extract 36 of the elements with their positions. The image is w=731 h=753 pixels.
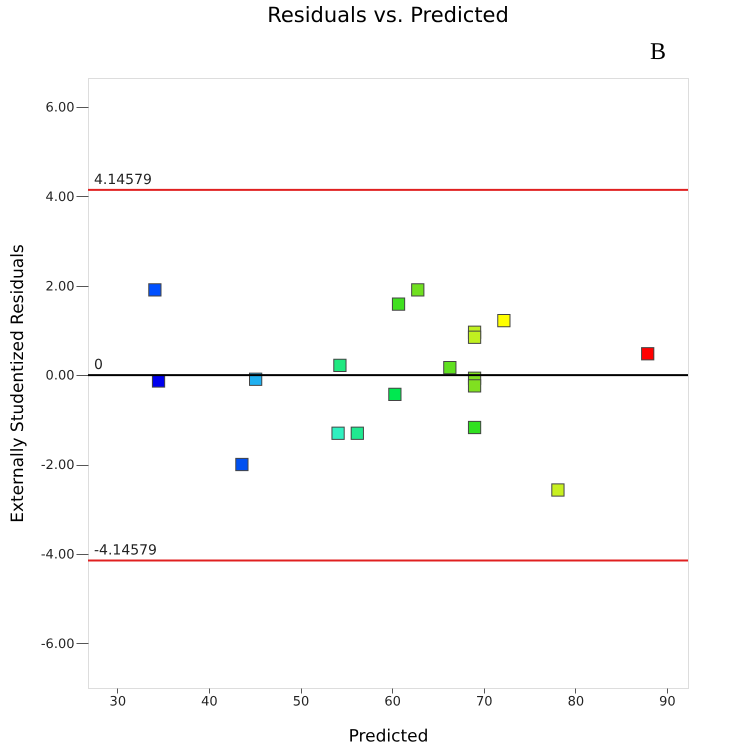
x-tick-label: 30 <box>110 694 126 710</box>
y-tick-label: -6.00 <box>40 636 74 652</box>
x-tick-label: 80 <box>568 694 584 710</box>
y-tick-label: -4.00 <box>40 547 74 562</box>
y-axis-title: Externally Studentized Residuals <box>8 244 28 523</box>
point <box>331 426 345 440</box>
point <box>468 420 482 434</box>
x-tick-label: 90 <box>659 694 676 710</box>
point <box>333 358 347 372</box>
text: B <box>650 39 666 65</box>
y-tick-label: 6.00 <box>46 100 74 116</box>
y-tick-label: 2.00 <box>46 279 74 294</box>
point <box>388 388 402 402</box>
point <box>551 483 565 497</box>
y-tick-label: 4.00 <box>46 190 74 205</box>
point <box>443 360 456 374</box>
x-tick-label: 40 <box>201 694 218 710</box>
point <box>468 330 482 344</box>
point <box>497 314 510 328</box>
point <box>148 283 162 296</box>
chart-title: Residuals vs. Predicted <box>267 3 509 27</box>
x-axis-title: Predicted <box>348 726 428 746</box>
point <box>235 458 249 472</box>
point <box>392 298 406 311</box>
x-tick-label: 60 <box>384 694 401 710</box>
ref-line-label: -4.14579 <box>94 542 157 558</box>
x-tick-label: 50 <box>292 694 310 710</box>
ref-line-label: 0 <box>94 357 103 374</box>
y-tick-label: -2.00 <box>40 458 74 474</box>
point <box>641 347 654 360</box>
point <box>468 379 482 393</box>
x-tick-label: 70 <box>476 694 492 710</box>
point <box>350 426 364 440</box>
y-tick-label: 0.00 <box>46 368 74 384</box>
ref-line-label: 4.14579 <box>94 172 152 188</box>
point <box>411 283 424 296</box>
